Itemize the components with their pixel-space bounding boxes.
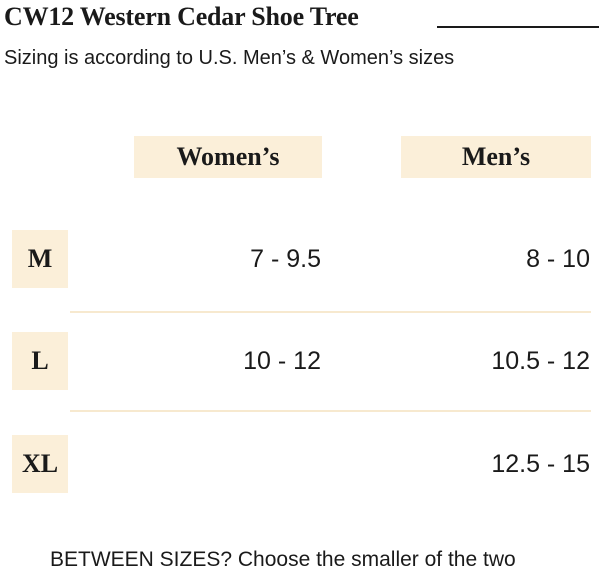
size-label: L [12, 332, 68, 390]
mens-size-value: 8 - 10 [526, 244, 590, 273]
size-label: M [12, 230, 68, 288]
mens-size-value: 10.5 - 12 [491, 346, 590, 375]
row-divider [70, 311, 591, 313]
mens-size-value: 12.5 - 15 [491, 449, 590, 478]
page-title: CW12 Western Cedar Shoe Tree [4, 2, 359, 31]
size-row-m: M 7 - 9.5 8 - 10 [0, 230, 603, 288]
title-underline [437, 26, 599, 28]
womens-size-value: 7 - 9.5 [250, 244, 321, 273]
column-header-womens: Women’s [134, 136, 322, 178]
page-subtitle: Sizing is according to U.S. Men’s & Wome… [4, 47, 455, 69]
column-header-mens: Men’s [401, 136, 591, 178]
size-label: XL [12, 435, 68, 493]
womens-size-value: 10 - 12 [243, 346, 321, 375]
between-sizes-note: BETWEEN SIZES? Choose the smaller of the… [50, 548, 516, 571]
size-row-l: L 10 - 12 10.5 - 12 [0, 332, 603, 390]
row-divider [70, 410, 591, 412]
size-row-xl: XL 12.5 - 15 [0, 435, 603, 493]
